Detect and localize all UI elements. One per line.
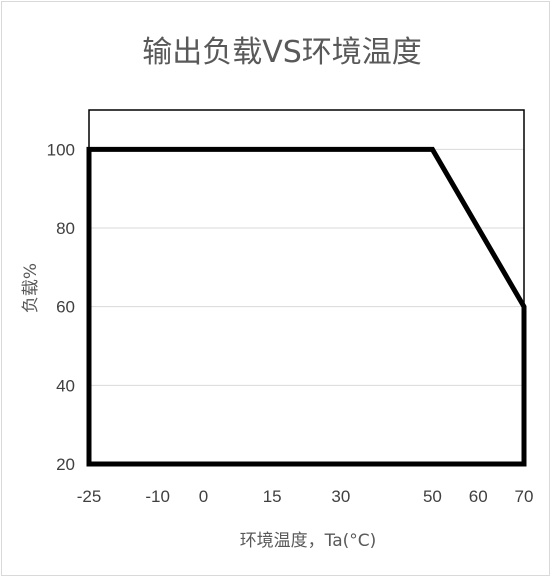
chart-title: 输出负载VS环境温度 xyxy=(142,35,422,70)
y-tick-label: 40 xyxy=(56,376,75,395)
x-tick-label: -25 xyxy=(77,487,102,506)
x-axis-label: 环境温度，Ta(°C) xyxy=(240,531,377,551)
y-tick-label: 80 xyxy=(56,219,75,238)
x-tick-label: -10 xyxy=(145,487,170,506)
x-tick-label: 60 xyxy=(469,487,488,506)
y-tick-labels: 20 40 60 80 100 xyxy=(47,140,75,474)
x-tick-label: 50 xyxy=(423,487,442,506)
y-tick-label: 100 xyxy=(47,140,75,159)
y-tick-label: 60 xyxy=(56,298,75,317)
x-tick-labels: -25 -10 0 15 30 50 60 70 xyxy=(77,487,534,506)
y-axis-label: 负载% xyxy=(21,263,41,313)
x-tick-label: 0 xyxy=(199,487,208,506)
series-line xyxy=(86,146,527,467)
y-tick-label: 20 xyxy=(56,455,75,474)
x-tick-label: 70 xyxy=(515,487,534,506)
x-tick-label: 30 xyxy=(331,487,350,506)
x-tick-label: 15 xyxy=(263,487,282,506)
series-group xyxy=(86,146,527,467)
plot-area-border xyxy=(88,109,525,465)
